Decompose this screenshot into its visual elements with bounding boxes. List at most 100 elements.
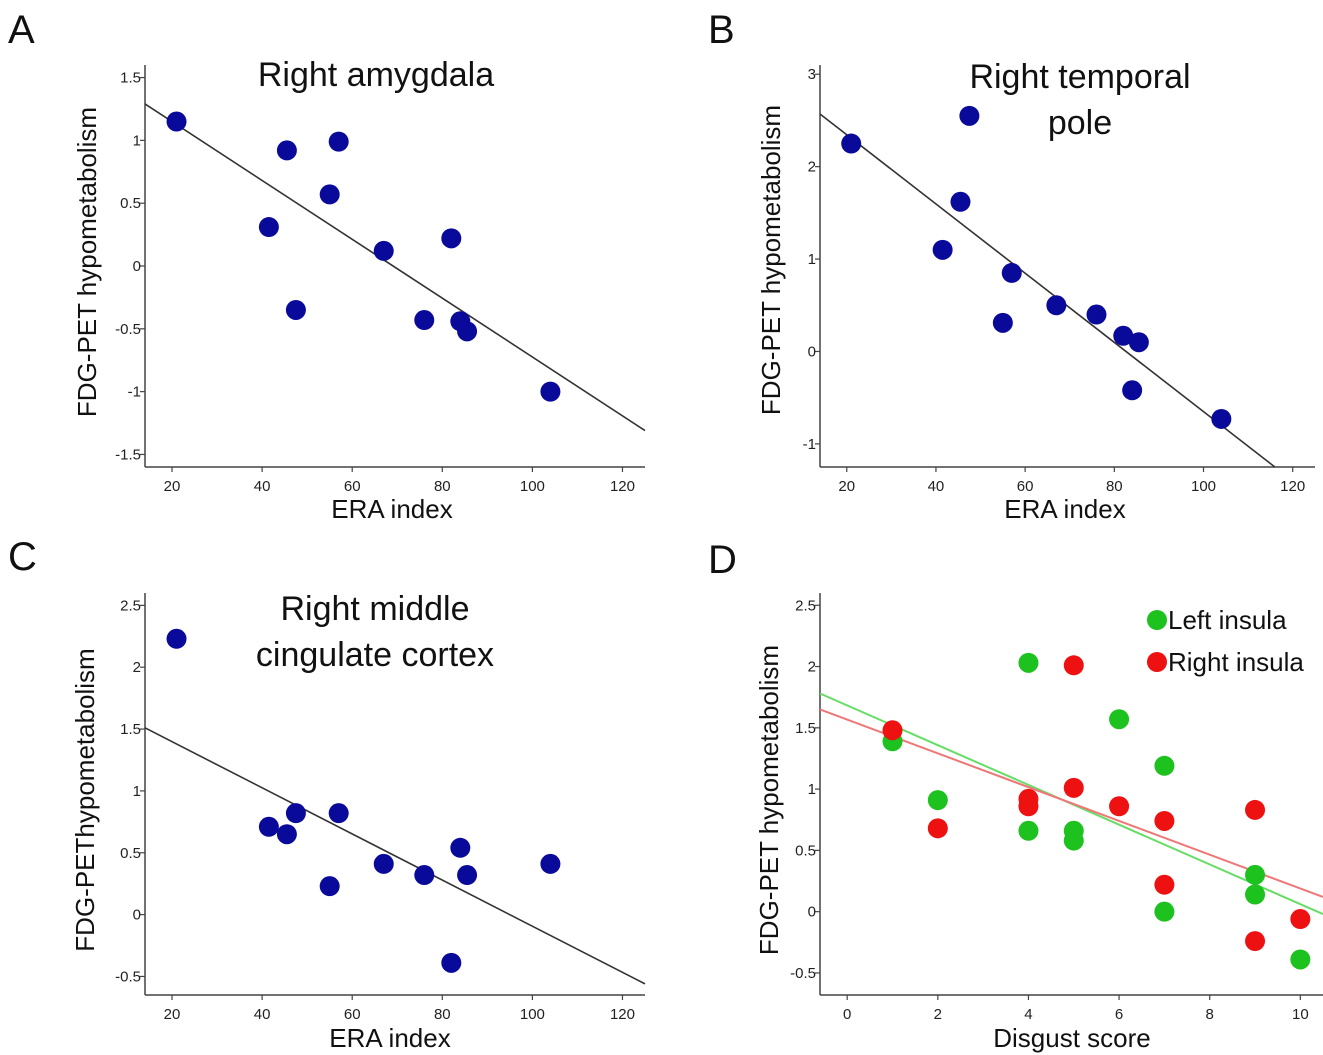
data-point-d-series-1 — [1018, 796, 1039, 817]
data-point-c — [319, 876, 340, 897]
x-tick-label-a: 60 — [344, 478, 361, 495]
data-point-c — [441, 952, 462, 973]
y-tick-label-a: 1.5 — [120, 70, 141, 87]
y-tick-label-d: 0 — [808, 904, 816, 921]
data-point-a — [328, 131, 349, 152]
chart-title-b: pole — [1048, 104, 1112, 142]
x-tick-label-a: 80 — [434, 478, 451, 495]
x-tick-label-b: 60 — [1017, 478, 1034, 495]
data-point-c — [373, 853, 394, 874]
data-point-d-series-1 — [1245, 799, 1266, 820]
data-point-a — [457, 321, 478, 342]
panel-letter-b: B — [708, 8, 735, 52]
data-point-d-series-1 — [882, 720, 903, 741]
x-tick-label-c: 80 — [434, 1006, 451, 1023]
x-tick-label-b: 20 — [838, 478, 855, 495]
data-point-a — [373, 240, 394, 261]
x-tick-label-a: 120 — [610, 478, 635, 495]
data-point-d-series-1 — [1063, 655, 1084, 676]
x-tick-label-b: 40 — [928, 478, 945, 495]
x-tick-label-b: 80 — [1106, 478, 1123, 495]
data-point-d-series-0 — [1290, 949, 1311, 970]
y-tick-label-b: 3 — [808, 66, 816, 83]
y-tick-label-d: 0.5 — [795, 842, 816, 859]
data-point-a — [414, 310, 435, 331]
data-point-d-series-1 — [1290, 909, 1311, 930]
legend-marker-d-series-1 — [1147, 652, 1167, 672]
data-point-d-series-0 — [1245, 864, 1266, 885]
y-tick-label-c: 2 — [133, 659, 141, 676]
x-tick-label-a: 40 — [254, 478, 271, 495]
data-point-d-series-0 — [1063, 830, 1084, 851]
data-point-d-series-0 — [1154, 755, 1175, 776]
fit-line-b — [819, 113, 1276, 468]
data-point-d-series-0 — [1109, 709, 1130, 730]
data-point-d-series-0 — [927, 790, 948, 811]
data-point-b — [992, 312, 1013, 333]
y-tick-label-a: 0 — [133, 258, 141, 275]
y-tick-label-d: 1.5 — [795, 720, 816, 737]
data-point-a — [540, 381, 561, 402]
y-tick-label-a: 0.5 — [120, 195, 141, 212]
data-point-b — [932, 239, 953, 260]
legend-marker-d-series-0 — [1147, 610, 1167, 630]
y-tick-label-c: 0.5 — [120, 845, 141, 862]
y-tick-label-a: 1 — [133, 132, 141, 149]
data-point-d-series-0 — [1018, 820, 1039, 841]
data-point-b — [841, 133, 862, 154]
data-point-c — [540, 853, 561, 874]
y-tick-label-c: 0 — [133, 907, 141, 924]
y-tick-label-a: -0.5 — [115, 321, 141, 338]
fit-line-d-series-1 — [819, 708, 1323, 898]
data-point-b — [1113, 325, 1134, 346]
y-tick-label-d: 2.5 — [795, 597, 816, 614]
data-point-b — [1122, 380, 1143, 401]
y-axis-title-c: FDG-PEThypometabolism — [70, 648, 100, 951]
data-point-b — [1128, 332, 1149, 353]
y-tick-label-d: -0.5 — [790, 965, 816, 982]
data-point-d-series-1 — [1154, 810, 1175, 831]
data-point-d-series-1 — [1109, 796, 1130, 817]
chart-title-b: Right temporal — [969, 58, 1190, 96]
y-axis-title-b: FDG-PET hypometabolism — [756, 105, 786, 415]
data-point-b — [950, 191, 971, 212]
x-tick-label-c: 120 — [610, 1006, 635, 1023]
data-point-a — [441, 228, 462, 249]
y-tick-label-a: -1.5 — [115, 446, 141, 463]
x-tick-label-d: 0 — [843, 1006, 851, 1023]
chart-title-a: Right amygdala — [258, 56, 494, 94]
y-tick-label-c: 1.5 — [120, 721, 141, 738]
x-axis-title-c: ERA index — [329, 1023, 450, 1053]
y-tick-label-b: 0 — [808, 343, 816, 360]
x-tick-label-d: 2 — [934, 1006, 942, 1023]
data-point-d-series-1 — [1154, 874, 1175, 895]
x-tick-label-d: 10 — [1292, 1006, 1309, 1023]
x-tick-label-c: 20 — [164, 1006, 181, 1023]
data-point-c — [450, 837, 471, 858]
x-tick-label-d: 4 — [1024, 1006, 1032, 1023]
fit-line-c — [144, 727, 646, 985]
y-tick-label-b: 1 — [808, 251, 816, 268]
x-tick-label-c: 60 — [344, 1006, 361, 1023]
data-point-b — [1211, 408, 1232, 429]
data-point-a — [319, 184, 340, 205]
data-point-d-series-1 — [1063, 777, 1084, 798]
data-point-c — [166, 628, 187, 649]
data-point-c — [328, 803, 349, 824]
y-tick-label-c: 1 — [133, 783, 141, 800]
x-tick-label-c: 100 — [520, 1006, 545, 1023]
y-axis-title-d: FDG-PET hypometabolism — [754, 645, 784, 955]
x-tick-label-c: 40 — [254, 1006, 271, 1023]
y-axis-title-a: FDG-PET hypometabolism — [72, 107, 102, 417]
x-tick-label-a: 100 — [520, 478, 545, 495]
data-point-d-series-1 — [927, 818, 948, 839]
y-tick-label-b: -1 — [803, 436, 816, 453]
x-tick-label-b: 100 — [1191, 478, 1216, 495]
x-tick-label-a: 20 — [164, 478, 181, 495]
y-tick-label-d: 2 — [808, 659, 816, 676]
data-point-d-series-0 — [1245, 884, 1266, 905]
data-point-c — [285, 803, 306, 824]
data-point-b — [1001, 262, 1022, 283]
x-axis-title-d: Disgust score — [993, 1023, 1151, 1053]
data-point-c — [414, 865, 435, 886]
